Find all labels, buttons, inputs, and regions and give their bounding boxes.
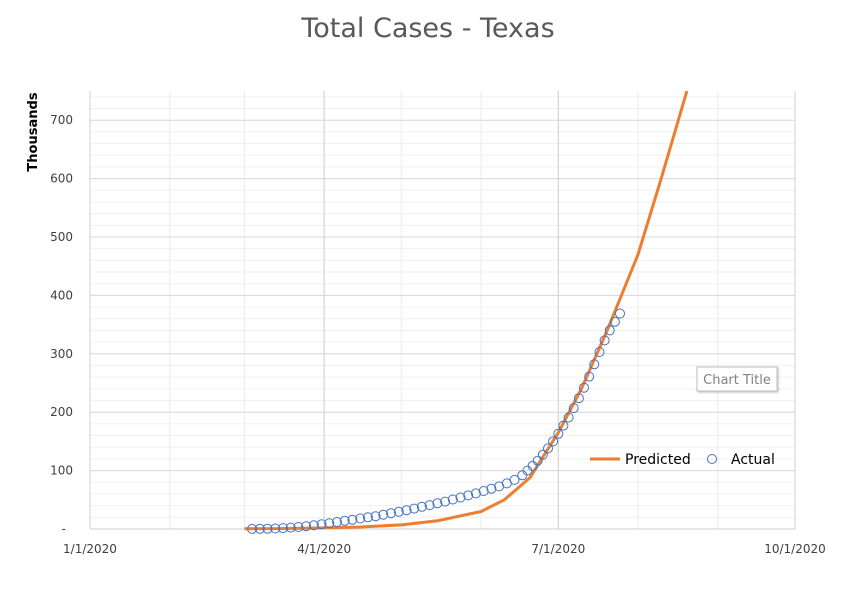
actual-point bbox=[478, 486, 489, 496]
actual-point bbox=[285, 522, 296, 533]
y-axis-ticks: - 100 200 300 400 500 600 700 bbox=[50, 113, 73, 536]
x-axis-ticks: 1/1/2020 4/1/2020 7/1/2020 10/1/2020 bbox=[63, 542, 826, 556]
legend: Predicted Actual bbox=[590, 452, 775, 468]
legend-predicted-label: Predicted bbox=[625, 452, 691, 468]
actual-point bbox=[362, 512, 373, 523]
actual-point bbox=[393, 506, 404, 517]
series-predicted bbox=[244, 90, 689, 531]
actual-point bbox=[584, 371, 595, 382]
actual-point bbox=[416, 501, 427, 512]
actual-point bbox=[568, 403, 579, 414]
actual-point bbox=[609, 316, 620, 327]
y-axis-label: Thousands bbox=[26, 92, 41, 171]
actual-point bbox=[339, 515, 350, 526]
y-tick-label: 100 bbox=[50, 464, 73, 478]
legend-actual-swatch bbox=[707, 454, 717, 464]
actual-point bbox=[347, 514, 358, 525]
actual-point bbox=[424, 500, 435, 511]
y-tick-label: 500 bbox=[50, 230, 73, 244]
actual-point bbox=[432, 498, 443, 509]
actual-point bbox=[463, 490, 474, 501]
actual-point bbox=[599, 335, 610, 346]
actual-point bbox=[247, 523, 258, 534]
y-tick-label: 300 bbox=[50, 347, 73, 361]
x-tick-label: 1/1/2020 bbox=[63, 542, 117, 556]
y-tick-label: - bbox=[62, 522, 66, 536]
x-tick-label: 7/1/2020 bbox=[531, 542, 585, 556]
actual-point bbox=[447, 494, 458, 505]
major-gridlines bbox=[89, 91, 796, 530]
actual-point bbox=[355, 513, 366, 524]
actual-point bbox=[589, 359, 600, 370]
actual-point bbox=[278, 523, 288, 534]
actual-point bbox=[332, 517, 342, 527]
chart-title: Total Cases - Texas bbox=[300, 13, 554, 44]
actual-point bbox=[270, 523, 281, 534]
floating-chart-title-label: Chart Title bbox=[703, 373, 771, 388]
actual-point bbox=[370, 511, 381, 522]
actual-point bbox=[262, 523, 273, 534]
legend-actual-label: Actual bbox=[731, 452, 775, 468]
actual-point bbox=[409, 503, 420, 514]
actual-point bbox=[573, 393, 584, 404]
actual-point bbox=[509, 474, 520, 485]
actual-point bbox=[486, 483, 497, 494]
actual-point bbox=[604, 325, 615, 336]
actual-point bbox=[517, 470, 528, 481]
series-actual bbox=[247, 308, 625, 534]
predicted-line bbox=[244, 90, 689, 531]
actual-point bbox=[558, 420, 569, 431]
actual-point bbox=[455, 492, 466, 503]
actual-point bbox=[553, 428, 564, 439]
actual-point bbox=[301, 521, 312, 532]
actual-point bbox=[440, 496, 451, 507]
actual-point bbox=[470, 488, 481, 499]
y-tick-label: 400 bbox=[50, 288, 73, 302]
y-tick-label: 200 bbox=[50, 405, 73, 419]
x-tick-label: 4/1/2020 bbox=[297, 542, 351, 556]
y-tick-label: 600 bbox=[50, 172, 73, 186]
floating-chart-title-box[interactable]: Chart Title bbox=[696, 366, 778, 392]
actual-point bbox=[386, 508, 396, 519]
actual-point bbox=[594, 347, 605, 357]
actual-point bbox=[316, 519, 327, 530]
actual-point bbox=[543, 443, 553, 454]
actual-point bbox=[293, 522, 304, 532]
actual-point bbox=[527, 460, 538, 471]
x-tick-label: 10/1/2020 bbox=[764, 542, 826, 556]
y-tick-label: 700 bbox=[50, 113, 73, 127]
actual-point bbox=[401, 505, 412, 516]
actual-point bbox=[548, 436, 559, 447]
actual-point bbox=[579, 382, 589, 393]
actual-point bbox=[537, 449, 548, 460]
actual-point bbox=[615, 308, 625, 319]
actual-point bbox=[532, 455, 543, 466]
actual-point bbox=[378, 509, 389, 520]
actual-point bbox=[308, 520, 319, 531]
actual-point bbox=[324, 518, 335, 529]
actual-point bbox=[254, 523, 265, 534]
actual-point bbox=[563, 412, 574, 423]
